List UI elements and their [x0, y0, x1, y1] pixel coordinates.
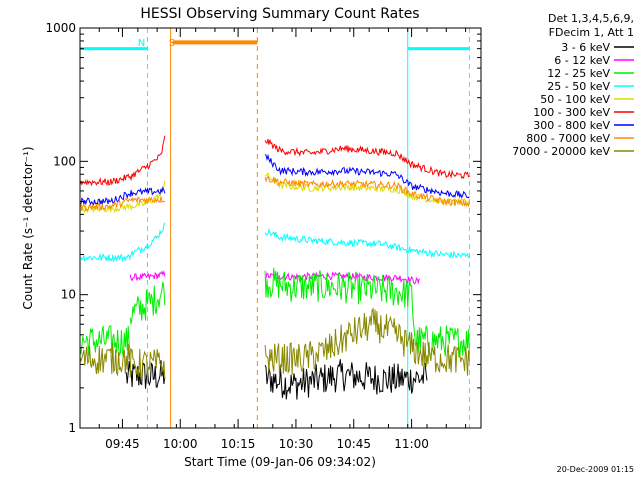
x-tick-label: 10:00 [163, 437, 198, 451]
y-tick-label: 100 [53, 154, 76, 168]
footer-timestamp: 20-Dec-2009 01:15 [557, 465, 634, 474]
series-line-5-seg-1 [264, 138, 470, 180]
series-line-5-seg-0 [79, 135, 166, 187]
y-tick-label: 10 [61, 288, 76, 302]
series-line-4-seg-0 [79, 180, 166, 214]
x-tick-label: 10:15 [221, 437, 256, 451]
series-line-1-seg-1 [264, 271, 420, 285]
series-line-7-seg-1 [264, 175, 470, 208]
legend-header-2: FDecim 1, Att 1 [549, 26, 634, 39]
legend-label: 100 - 300 keV [533, 106, 610, 119]
legend-label: 12 - 25 keV [547, 67, 610, 80]
legend-label: 7000 - 20000 keV [512, 145, 610, 158]
y-axis-label: Count Rate (s⁻¹ detector⁻¹) [21, 146, 35, 309]
x-tick-label: 11:00 [394, 437, 429, 451]
series-line-7-seg-0 [79, 196, 166, 212]
legend-label: 3 - 6 keV [561, 41, 610, 54]
series-line-2-seg-0 [79, 325, 131, 357]
series-line-0-seg-0 [125, 360, 166, 389]
legend-header-1: Det 1,3,4,5,6,9, [548, 12, 634, 25]
series-line-3-seg-2 [264, 227, 470, 259]
legend: Det 1,3,4,5,6,9, FDecim 1, Att 1 3 - 6 k… [512, 12, 634, 158]
legend-label: 6 - 12 keV [554, 54, 610, 67]
series-line-6-seg-1 [264, 153, 470, 199]
x-axis-label: Start Time (09-Jan-06 09:34:02) [184, 455, 376, 469]
series-line-8-seg-2 [264, 307, 470, 376]
legend-label: 800 - 7000 keV [526, 132, 610, 145]
series-line-3-seg-1 [129, 222, 166, 258]
series-line-1-seg-0 [129, 269, 166, 282]
marker-label-S: S [169, 38, 175, 49]
series-line-2-seg-1 [129, 281, 166, 325]
series-line-0-seg-1 [264, 359, 428, 400]
series-line-8-seg-1 [129, 348, 166, 380]
x-tick-label: 09:45 [105, 437, 140, 451]
legend-label: 300 - 800 keV [533, 119, 610, 132]
plot-frame [79, 27, 482, 429]
y-tick-label: 1 [68, 421, 76, 435]
series-line-6-seg-0 [79, 185, 166, 207]
series-line-3-seg-0 [79, 253, 131, 263]
chart-title: HESSI Observing Summary Count Rates [140, 6, 419, 22]
series-line-8-seg-0 [79, 342, 131, 377]
y-tick-label: 1000 [45, 21, 76, 35]
x-tick-label: 10:30 [279, 437, 314, 451]
x-tick-label: 10:45 [336, 437, 371, 451]
legend-label: 50 - 100 keV [540, 93, 610, 106]
series-line-2-seg-2 [264, 267, 470, 358]
marker-label-N: N [138, 38, 145, 49]
legend-label: 25 - 50 keV [547, 80, 610, 93]
